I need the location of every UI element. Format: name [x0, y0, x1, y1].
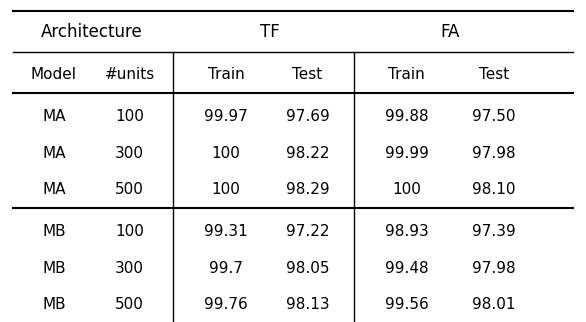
- Text: 97.50: 97.50: [472, 109, 516, 124]
- Text: 300: 300: [115, 146, 144, 161]
- Text: 100: 100: [115, 109, 144, 124]
- Text: 99.56: 99.56: [385, 297, 428, 312]
- Text: 98.93: 98.93: [385, 224, 428, 239]
- Text: 98.22: 98.22: [286, 146, 329, 161]
- Text: 98.13: 98.13: [286, 297, 329, 312]
- Text: 500: 500: [115, 297, 144, 312]
- Text: Model: Model: [31, 67, 77, 82]
- Text: 98.29: 98.29: [286, 182, 329, 197]
- Text: 100: 100: [212, 182, 240, 197]
- Text: Train: Train: [207, 67, 244, 82]
- Text: MB: MB: [42, 297, 66, 312]
- Text: 300: 300: [115, 260, 144, 276]
- Text: MB: MB: [42, 224, 66, 239]
- Text: 99.31: 99.31: [204, 224, 248, 239]
- Text: 100: 100: [212, 146, 240, 161]
- Text: 500: 500: [115, 182, 144, 197]
- Text: Test: Test: [479, 67, 509, 82]
- Text: 100: 100: [392, 182, 421, 197]
- Text: MA: MA: [42, 146, 66, 161]
- Text: 98.10: 98.10: [472, 182, 516, 197]
- Text: FA: FA: [441, 23, 460, 41]
- Text: MB: MB: [42, 260, 66, 276]
- Text: Train: Train: [389, 67, 425, 82]
- Text: 99.97: 99.97: [204, 109, 248, 124]
- Text: 99.76: 99.76: [204, 297, 248, 312]
- Text: 97.98: 97.98: [472, 260, 516, 276]
- Text: 97.39: 97.39: [472, 224, 516, 239]
- Text: TF: TF: [260, 23, 280, 41]
- Text: Architecture: Architecture: [41, 23, 142, 41]
- Text: 99.7: 99.7: [209, 260, 243, 276]
- Text: 98.05: 98.05: [286, 260, 329, 276]
- Text: 97.69: 97.69: [286, 109, 329, 124]
- Text: 99.99: 99.99: [385, 146, 429, 161]
- Text: 97.98: 97.98: [472, 146, 516, 161]
- Text: 100: 100: [115, 224, 144, 239]
- Text: #units: #units: [104, 67, 155, 82]
- Text: 97.22: 97.22: [286, 224, 329, 239]
- Text: 99.88: 99.88: [385, 109, 428, 124]
- Text: Test: Test: [292, 67, 323, 82]
- Text: 98.01: 98.01: [472, 297, 516, 312]
- Text: 99.48: 99.48: [385, 260, 428, 276]
- Text: MA: MA: [42, 109, 66, 124]
- Text: MA: MA: [42, 182, 66, 197]
